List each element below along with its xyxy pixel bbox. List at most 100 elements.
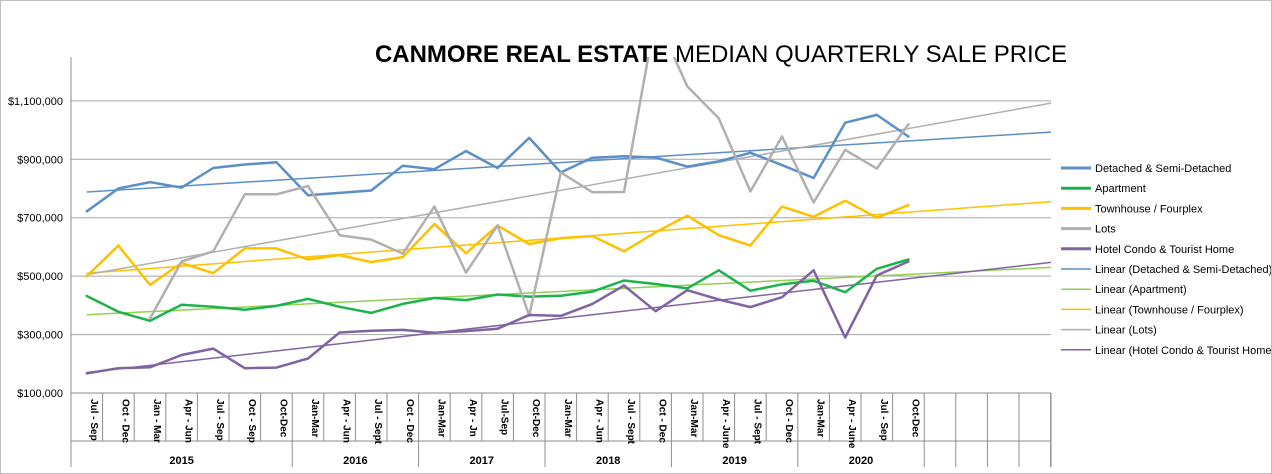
data-point [812, 279, 815, 283]
data-point [812, 201, 815, 204]
legend-label: Linear (Detached & Semi-Detached) [1095, 264, 1271, 276]
data-point [686, 165, 689, 168]
data-point [686, 85, 689, 88]
axis-layer: $100,000 $300,000 $500,000 $700,000 $900,000… [8, 57, 1052, 467]
data-point [907, 203, 910, 207]
trendline [86, 131, 1052, 193]
x-tick-label: Jul - Sep [88, 399, 99, 441]
legend-label: Lots [1095, 224, 1116, 236]
data-point [338, 234, 341, 237]
data-point [654, 231, 657, 234]
data-point [780, 295, 784, 299]
data-point [85, 274, 89, 278]
data-point [875, 267, 878, 271]
data-point [464, 271, 468, 274]
trendline [86, 102, 1052, 276]
data-point [654, 309, 657, 313]
data-point [212, 250, 215, 253]
data-point [370, 238, 373, 241]
trendline [86, 266, 1052, 316]
x-tick-label: Oct-Dec [530, 399, 541, 438]
data-point [117, 244, 120, 247]
data-point [559, 236, 562, 240]
data-point [117, 366, 120, 370]
data-point [749, 289, 752, 292]
y-tick-label: $100,000 [17, 388, 63, 400]
data-point [528, 242, 531, 246]
series-line [85, 260, 910, 375]
data-point [148, 283, 152, 287]
data-point [306, 357, 310, 360]
data-point [686, 288, 689, 292]
series-line [85, 113, 910, 213]
data-point [212, 166, 215, 170]
data-point [496, 166, 499, 170]
data-point [433, 205, 436, 208]
data-point [433, 296, 436, 300]
x-tick-label: Jan-Mar [688, 399, 699, 437]
legend-label: Detached & Semi-Detached [1095, 163, 1231, 175]
data-point [212, 347, 215, 350]
data-point [148, 366, 152, 369]
data-point [180, 303, 183, 306]
data-point [780, 205, 784, 208]
data-point [686, 214, 689, 217]
chart-title-bold: CANMORE REAL ESTATE [374, 41, 669, 68]
x-tick-label: Oct - Dec [657, 399, 668, 443]
y-tick-label: $700,000 [17, 213, 63, 225]
data-point [780, 163, 784, 167]
data-point [875, 216, 878, 219]
series-line [148, 57, 910, 320]
y-tick-label: $500,000 [17, 271, 63, 283]
data-point [559, 314, 562, 318]
data-point [591, 156, 594, 159]
data-point [528, 295, 531, 298]
data-point [622, 190, 626, 194]
y-tick-label: $900,000 [17, 154, 63, 166]
data-point [654, 282, 657, 286]
x-tick-label: Jul - Sep [214, 399, 225, 441]
x-tick-label: Jul - Sept [372, 399, 383, 445]
data-point [686, 287, 689, 290]
data-point [591, 302, 594, 306]
data-point [464, 329, 468, 333]
data-point [180, 353, 183, 357]
data-point [306, 193, 310, 197]
data-point [875, 113, 878, 117]
data-point [622, 279, 626, 282]
data-point [622, 250, 626, 253]
x-tick-label: Oct - Dec [404, 399, 415, 443]
series-layer [85, 57, 910, 375]
legend-label: Townhouse / Fourplex [1095, 203, 1203, 215]
data-point [117, 310, 120, 313]
x-tick-label: Apr - Jun [593, 399, 604, 443]
data-point [496, 224, 499, 227]
legend: Detached & Semi-Detached Apartment Townhou… [1061, 163, 1271, 357]
x-tick-label: Jan-Mar [815, 399, 826, 437]
data-point [370, 329, 373, 332]
x-tick-label: Oct - Dec [783, 399, 794, 443]
data-point [780, 283, 784, 286]
data-point [528, 136, 531, 140]
data-point [85, 372, 89, 375]
x-tick-label: Apr - Jn [467, 399, 478, 437]
data-point [243, 163, 246, 166]
data-point [275, 366, 278, 369]
year-label: 2018 [596, 455, 620, 467]
data-point [591, 290, 594, 293]
data-point [338, 191, 341, 195]
series-line [85, 258, 910, 323]
x-tick-label: Oct - Dec [119, 399, 130, 443]
data-point [275, 160, 278, 164]
data-point [654, 156, 657, 159]
data-point [148, 317, 152, 320]
x-tick-label: Oct-Dec [277, 399, 288, 438]
data-point [464, 149, 468, 153]
data-point [243, 193, 246, 196]
legend-label: Linear (Townhouse / Fourplex) [1095, 304, 1244, 316]
data-point [401, 164, 404, 167]
data-point [907, 260, 910, 263]
data-point [148, 319, 152, 323]
data-point [717, 117, 720, 120]
